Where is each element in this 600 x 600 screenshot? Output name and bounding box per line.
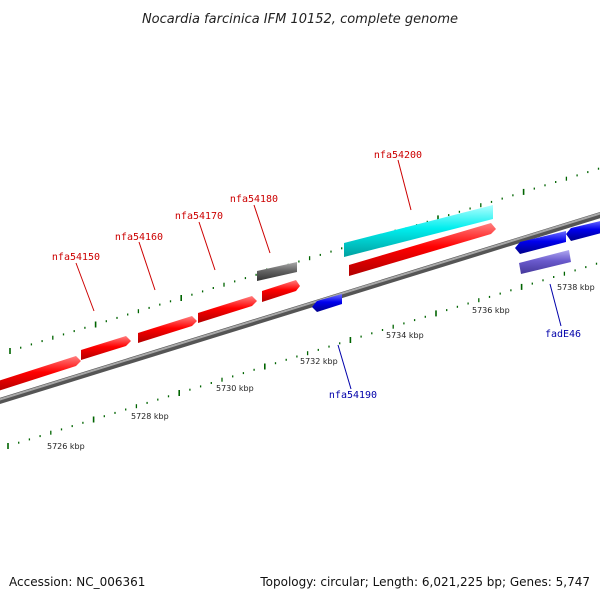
gene-feature-reverse-edge[interactable]	[566, 220, 600, 241]
scale-label-5730: 5730 kbp	[216, 384, 254, 393]
gene-label-nfa54170[interactable]: nfa54170	[175, 211, 223, 222]
gene-feature-other[interactable]	[257, 262, 297, 281]
genome-backbone-highlight	[0, 212, 600, 401]
leader-nfa54200	[397, 159, 412, 211]
gene-label-nfa54160[interactable]: nfa54160	[115, 232, 163, 243]
gene-feature-nfa54180[interactable]	[262, 280, 300, 302]
scale-label-5728: 5728 kbp	[131, 412, 169, 421]
leader-nfa54160	[138, 241, 156, 291]
gene-feature-reverse[interactable]	[515, 231, 566, 254]
gene-label-nfa54150[interactable]: nfa54150	[52, 252, 100, 263]
leader-nfa54180	[253, 204, 271, 254]
scale-label-5732: 5732 kbp	[300, 357, 338, 366]
accession-text: Accession: NC_006361	[9, 575, 145, 589]
gene-feature-nfa54160[interactable]	[138, 316, 197, 343]
gene-feature-nfa54150[interactable]	[81, 336, 131, 360]
gene-label-fadE46[interactable]: fadE46	[545, 329, 581, 340]
scale-label-5738: 5738 kbp	[557, 283, 595, 292]
gene-feature-fadE46[interactable]	[519, 250, 571, 274]
rna-feature[interactable]	[344, 205, 493, 257]
topology-text: Topology: circular; Length: 6,021,225 bp…	[259, 575, 590, 589]
map-title: Nocardia farcinica IFM 10152, complete g…	[142, 12, 458, 27]
scale-label-5736: 5736 kbp	[472, 306, 510, 315]
gene-label-nfa54180[interactable]: nfa54180	[230, 194, 278, 205]
scale-label-5726: 5726 kbp	[47, 442, 85, 451]
gene-feature-nfa54200[interactable]	[349, 223, 496, 276]
gene-feature-nfa54170[interactable]	[198, 296, 257, 323]
leader-nfa54170	[198, 221, 216, 271]
scale-label-5734: 5734 kbp	[386, 331, 424, 340]
gene-feature-forward[interactable]	[0, 356, 81, 392]
leader-nfa54190	[337, 344, 352, 390]
leader-fadE46	[549, 283, 562, 327]
gene-feature-nfa54190[interactable]	[312, 294, 342, 312]
gene-label-nfa54200[interactable]: nfa54200	[374, 150, 422, 161]
bottom-tick-row	[7, 262, 598, 449]
gene-label-nfa54190[interactable]: nfa54190	[329, 390, 377, 401]
genome-backbone	[0, 211, 600, 405]
leader-nfa54150	[75, 262, 95, 312]
